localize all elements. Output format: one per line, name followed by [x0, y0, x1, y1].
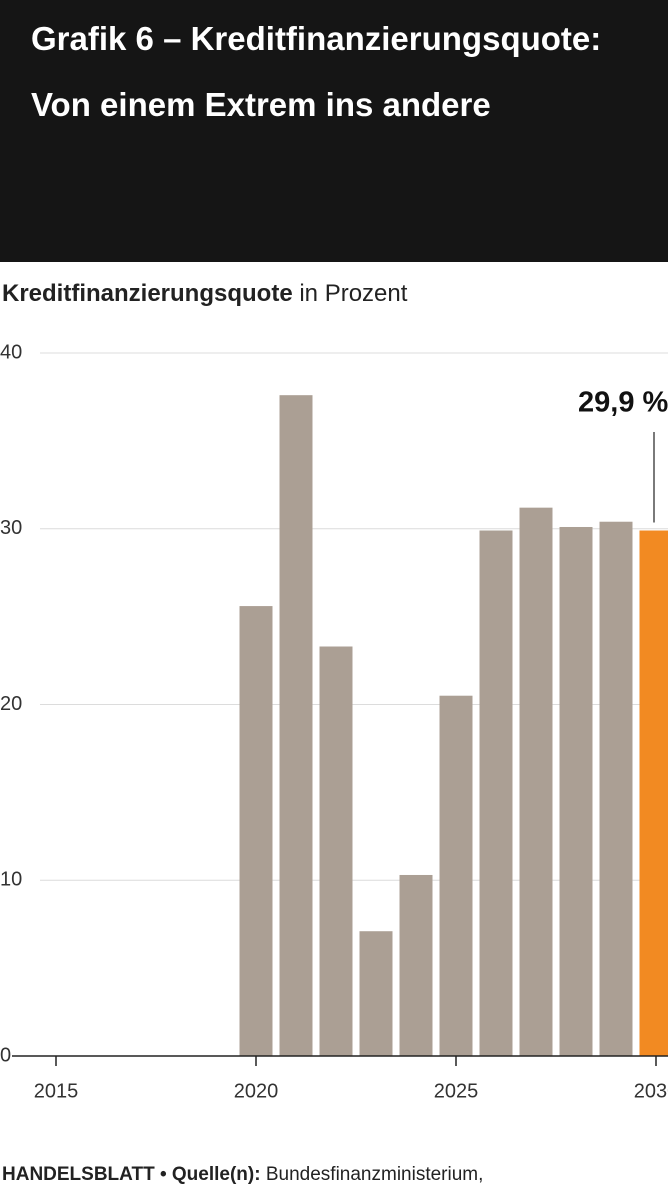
bar	[639, 530, 668, 1056]
bar	[559, 526, 593, 1056]
bar	[319, 646, 353, 1056]
bar	[359, 931, 393, 1056]
source-label: Quelle(n):	[172, 1164, 261, 1185]
value-label: 29,9 %	[578, 387, 668, 419]
y-tick-label: 40	[0, 341, 22, 363]
header: Grafik 6 – Kreditfinanzierungsquote: Von…	[0, 0, 668, 262]
chart-title: Grafik 6 – Kreditfinanzierungsquote: Von…	[31, 20, 602, 123]
subtitle: Kreditfinanzierungsquote in Prozent	[2, 280, 408, 307]
x-tick-label: 2015	[34, 1080, 79, 1102]
bar	[439, 695, 473, 1056]
footer: HANDELSBLATT • Quelle(n): Bundesfinanzmi…	[2, 1164, 483, 1185]
subtitle-unit: in Prozent	[299, 280, 407, 307]
bar	[399, 874, 433, 1056]
brand: HANDELSBLATT	[2, 1164, 155, 1185]
y-tick-label: 10	[0, 869, 22, 891]
y-tick-label: 30	[0, 517, 22, 539]
bar	[279, 395, 313, 1056]
y-tick-label: 20	[0, 693, 22, 715]
bar	[479, 530, 513, 1056]
bar	[599, 521, 633, 1056]
source: Bundesfinanzministerium,	[266, 1164, 484, 1185]
bar	[239, 606, 273, 1056]
x-tick-label: 2025	[434, 1080, 479, 1102]
y-tick-label: 0	[0, 1044, 11, 1066]
bar	[519, 507, 553, 1056]
subtitle-bold: Kreditfinanzierungsquote	[2, 280, 293, 307]
chart: Kreditfinanzierungsquote in Prozent HAND…	[0, 280, 668, 1185]
separator: •	[160, 1164, 167, 1185]
x-tick-label: 2020	[234, 1080, 279, 1102]
